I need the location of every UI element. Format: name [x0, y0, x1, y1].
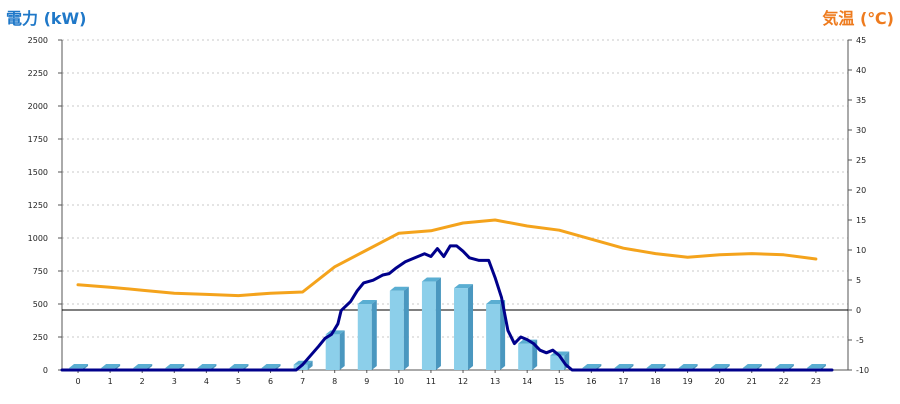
bar-top-face	[806, 364, 826, 368]
bar-top-face	[133, 364, 153, 368]
bar-side-face	[468, 284, 474, 370]
x-tick-label: 21	[747, 377, 757, 386]
power-line	[60, 244, 834, 372]
right-tick-label: 10	[856, 246, 866, 255]
x-tick-label: 1	[108, 377, 113, 386]
bar-side-face	[307, 360, 313, 370]
bar-top-face	[165, 364, 185, 368]
x-tick-label: 11	[426, 377, 436, 386]
bar-top-face	[710, 364, 730, 368]
x-tick-label: 8	[332, 377, 337, 386]
bar-side-face	[435, 277, 441, 370]
x-tick-label: 9	[364, 377, 369, 386]
bar-top-face	[678, 364, 698, 368]
bar-top-face	[101, 364, 121, 368]
x-tick-label: 22	[779, 377, 789, 386]
x-tick-label: 16	[586, 377, 596, 386]
left-tick-label: 1250	[28, 201, 48, 210]
x-tick-label: 23	[811, 377, 821, 386]
bar	[357, 304, 372, 370]
bar	[389, 290, 404, 370]
x-tick-label: 0	[75, 377, 80, 386]
left-axis-title: 電力 (kW)	[6, 9, 87, 28]
x-tick-label: 3	[172, 377, 177, 386]
left-tick-label: 2250	[28, 69, 48, 78]
right-tick-label: -10	[856, 366, 869, 375]
x-tick-label: 12	[458, 377, 468, 386]
bar-top-face	[582, 364, 602, 368]
x-tick-label: 4	[204, 377, 209, 386]
right-tick-label: 5	[856, 276, 861, 285]
x-tick-label: 15	[554, 377, 564, 386]
right-tick-label: 30	[856, 126, 866, 135]
bar	[454, 288, 469, 370]
bar-side-face	[371, 300, 377, 370]
right-tick-label: 20	[856, 186, 866, 195]
bar-top-face	[486, 300, 506, 304]
left-tick-label: 1000	[28, 234, 48, 243]
x-tick-label: 20	[715, 377, 725, 386]
right-tick-label: 45	[856, 36, 866, 45]
left-tick-label: 1750	[28, 135, 48, 144]
right-tick-label: 40	[856, 66, 866, 75]
bar-top-face	[229, 364, 249, 368]
left-tick-label: 2500	[28, 36, 48, 45]
x-tick-label: 13	[490, 377, 500, 386]
x-tick-label: 5	[236, 377, 241, 386]
bar-top-face	[389, 286, 409, 291]
left-tick-label: 750	[33, 267, 48, 276]
x-tick-label: 17	[618, 377, 628, 386]
left-tick-label: 250	[33, 333, 48, 342]
x-tick-label: 14	[522, 377, 532, 386]
left-tick-label: 0	[43, 366, 48, 375]
x-tick-label: 6	[268, 377, 273, 386]
left-tick-label: 1500	[28, 168, 48, 177]
bar-side-face	[500, 300, 506, 370]
bar	[325, 334, 340, 370]
bar-top-face	[774, 364, 794, 368]
right-axis-title: 気温 (℃)	[822, 9, 894, 28]
bar	[518, 343, 533, 370]
right-tick-label: 15	[856, 216, 866, 225]
left-tick-label: 2000	[28, 102, 48, 111]
bar-top-face	[261, 364, 281, 368]
x-tick-label: 2	[140, 377, 145, 386]
bar-top-face	[742, 364, 762, 368]
bar-top-face	[69, 364, 89, 368]
bar-side-face	[339, 330, 345, 370]
bar-top-face	[197, 364, 217, 368]
bar-side-face	[403, 286, 409, 370]
left-tick-label: 500	[33, 300, 48, 309]
x-tick-label: 19	[682, 377, 692, 386]
right-tick-label: -5	[856, 336, 864, 345]
right-tick-label: 35	[856, 96, 866, 105]
bar	[486, 304, 501, 370]
x-tick-label: 18	[650, 377, 660, 386]
bar-top-face	[614, 364, 634, 368]
bar-top-face	[421, 277, 441, 282]
right-tick-label: 0	[856, 306, 861, 315]
x-tick-label: 10	[394, 377, 404, 386]
temperature-line	[76, 218, 818, 298]
bar	[421, 281, 436, 370]
bar-top-face	[454, 284, 474, 289]
x-tick-label: 7	[300, 377, 305, 386]
right-tick-label: 25	[856, 156, 866, 165]
bar-top-face	[646, 364, 666, 368]
bar-top-face	[357, 300, 377, 304]
